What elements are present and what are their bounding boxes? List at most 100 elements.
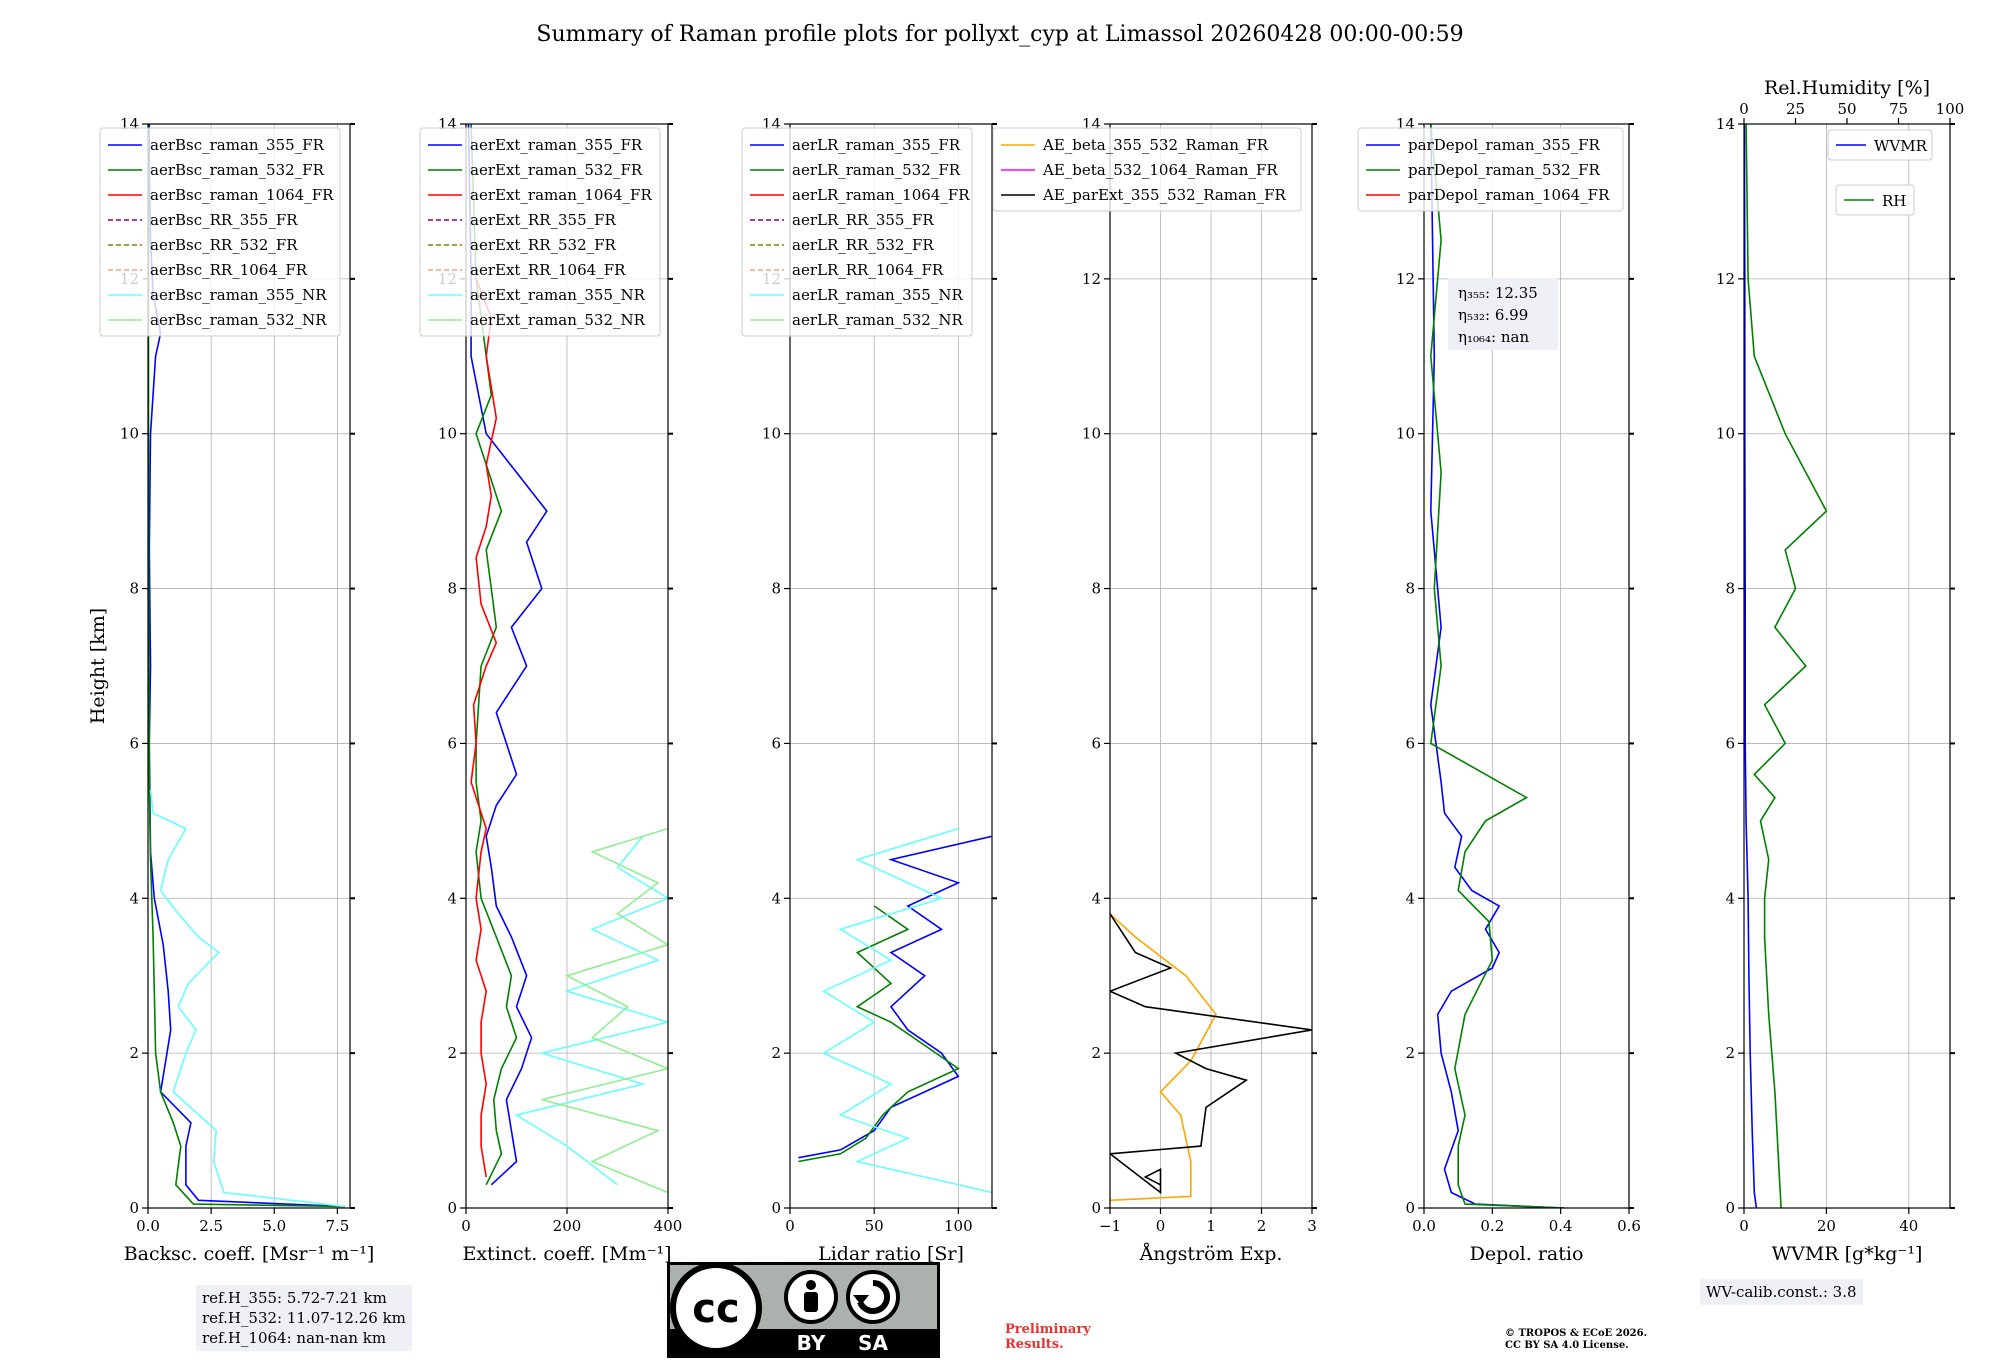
legend-label: aerLR_raman_532_FR: [792, 161, 961, 179]
cc-logo-icon: [670, 1262, 762, 1354]
y-tick-label: 6: [1725, 734, 1735, 752]
y-tick-label: 2: [771, 1044, 781, 1062]
y-tick-label: 10: [762, 425, 781, 443]
legend-label: aerExt_RR_1064_FR: [470, 261, 626, 279]
legend-label: parDepol_raman_355_FR: [1408, 136, 1601, 154]
x-tick-label: 100: [944, 1217, 973, 1235]
legend-label: aerExt_raman_355_FR: [470, 136, 643, 154]
y-tick-label: 6: [1091, 734, 1101, 752]
legend-label: aerBsc_RR_532_FR: [150, 236, 298, 254]
legend-frame: [741, 127, 973, 337]
copyright-line1: © TROPOS & ECoE 2026.: [1505, 1328, 1648, 1339]
y-tick-label: 2: [447, 1044, 457, 1062]
y-axis-label: Height [km]: [87, 608, 109, 724]
legend-label: aerBsc_RR_1064_FR: [150, 261, 308, 279]
panel-lr: 02468101214050100Lidar ratio [Sr]aerLR_r…: [741, 115, 997, 1265]
y-tick-label: 4: [1725, 889, 1735, 907]
x-tick-label: 0.4: [1549, 1217, 1573, 1235]
y-tick-label: 10: [1082, 425, 1101, 443]
y-tick-label: 4: [771, 889, 781, 907]
depol-annotation-line1: η₃₅₅: 12.35: [1458, 284, 1538, 302]
x-tick-label: 200: [553, 1217, 582, 1235]
x-tick-label: 50: [865, 1217, 884, 1235]
y-tick-label: 10: [438, 425, 457, 443]
x-tick-label: 0: [785, 1217, 795, 1235]
series-line-aerExt_raman_1064_FR: [470, 278, 498, 1178]
series-line-AE_parExt_355_532_Raman_FR: [1110, 913, 1312, 1195]
top-x-axis-label: Rel.Humidity [%]: [1764, 77, 1930, 99]
y-tick-label: 8: [1725, 580, 1735, 598]
legend-label: aerLR_raman_532_NR: [792, 311, 963, 329]
x-tick-label: 40: [1899, 1217, 1918, 1235]
legend-label: aerLR_RR_355_FR: [792, 211, 934, 229]
axes-frame: [1743, 123, 1951, 1209]
series-line-aerExt_raman_532_FR: [470, 124, 518, 1186]
legend-label: WVMR: [1874, 137, 1928, 155]
x-tick-label: 2: [1257, 1217, 1267, 1235]
series-line-aerExt_raman_355_NR: [514, 835, 668, 1186]
axes-frame: [1423, 123, 1630, 1209]
top-x-tick-label: 50: [1837, 100, 1856, 118]
series-line-aerLR_raman_355_FR: [798, 835, 992, 1159]
panel-ext: 024681012140200400Extinct. coeff. [Mm⁻¹]…: [419, 115, 682, 1265]
x-tick-label: 2.5: [199, 1217, 223, 1235]
y-tick-label: 8: [771, 580, 781, 598]
legend-label: parDepol_raman_532_FR: [1408, 161, 1601, 179]
series-line-aerBsc_raman_532_FR: [148, 124, 345, 1208]
legend-label: aerBsc_raman_355_NR: [150, 286, 327, 304]
series-line-aerExt_raman_355_FR: [467, 124, 548, 1186]
legend-label: parDepol_raman_1064_FR: [1408, 186, 1610, 204]
legend-label: aerExt_RR_532_FR: [470, 236, 617, 254]
ref-height-532: ref.H_532: 11.07-12.26 km: [202, 1309, 406, 1327]
y-tick-label: 8: [1405, 580, 1415, 598]
y-tick-label: 2: [1725, 1044, 1735, 1062]
legend-frame: [1357, 127, 1624, 212]
y-tick-label: 2: [1091, 1044, 1101, 1062]
y-tick-label: 2: [129, 1044, 139, 1062]
x-axis-label: Backsc. coeff. [Msr⁻¹ m⁻¹]: [124, 1243, 375, 1265]
wv-calibration-text: WV-calib.const.: 3.8: [1706, 1283, 1857, 1301]
y-tick-label: 12: [1396, 270, 1415, 288]
legend-label: aerExt_RR_355_FR: [470, 211, 617, 229]
depol-annotation-line3: η₁₀₆₄: nan: [1458, 328, 1529, 346]
y-tick-label: 0: [129, 1199, 139, 1217]
legend-label: aerBsc_raman_532_FR: [150, 161, 325, 179]
wv-calibration-box: WV-calib.const.: 3.8: [1700, 1279, 1863, 1305]
legend-frame: [419, 127, 661, 337]
ref-height-355: ref.H_355: 5.72-7.21 km: [202, 1289, 387, 1307]
y-tick-label: 4: [1405, 889, 1415, 907]
y-tick-label: 8: [129, 580, 139, 598]
copyright-note: © TROPOS & ECoE 2026. CC BY SA 4.0 Licen…: [1505, 1328, 1647, 1352]
legend-label: AE_parExt_355_532_Raman_FR: [1042, 186, 1287, 204]
legend-label: aerBsc_raman_355_FR: [150, 136, 325, 154]
y-tick-label: 10: [1716, 425, 1735, 443]
series-group: [1744, 124, 1828, 1208]
y-tick-label: 6: [1405, 734, 1415, 752]
y-tick-label: 4: [447, 889, 457, 907]
y-tick-label: 8: [1091, 580, 1101, 598]
x-tick-label: 0.0: [1412, 1217, 1436, 1235]
x-tick-label: 0.0: [136, 1217, 160, 1235]
depol-annotation-box: [1448, 278, 1558, 350]
cc-logo-text: cc: [692, 1286, 739, 1332]
share-alike-icon: [846, 1270, 900, 1324]
legend-label: aerBsc_raman_1064_FR: [150, 186, 334, 204]
y-tick-label: 6: [447, 734, 457, 752]
legend-label: aerExt_raman_1064_FR: [470, 186, 652, 204]
preliminary-line2: Results.: [1005, 1337, 1064, 1352]
series-line-aerBsc_raman_355_NR: [149, 789, 345, 1208]
y-tick-label: 6: [129, 734, 139, 752]
y-tick-label: 12: [1082, 270, 1101, 288]
depol-annotation-line2: η₅₃₂: 6.99: [1458, 306, 1528, 324]
y-tick-label: 0: [447, 1199, 457, 1217]
legend-label: aerLR_RR_532_FR: [792, 236, 934, 254]
legend-label: aerLR_raman_355_NR: [792, 286, 963, 304]
y-tick-label: 10: [120, 425, 139, 443]
y-tick-label: 0: [1091, 1199, 1101, 1217]
x-tick-label: 3: [1307, 1217, 1317, 1235]
y-tick-label: 0: [771, 1199, 781, 1217]
legend-frame: [1827, 129, 1933, 161]
